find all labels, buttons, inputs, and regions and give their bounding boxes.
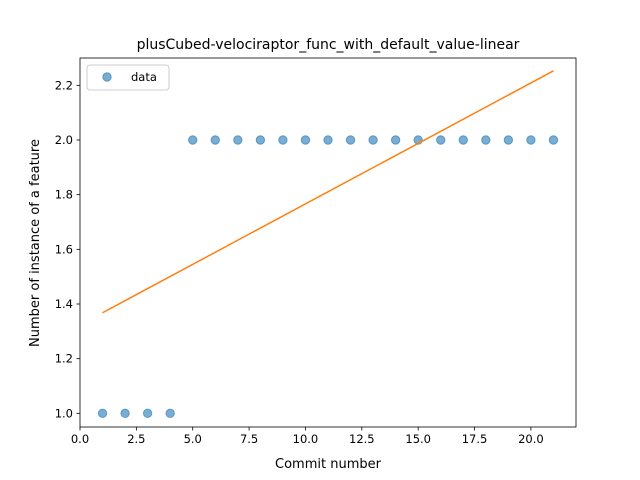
legend-marker: [102, 72, 112, 82]
legend: data: [86, 64, 170, 91]
y-tick-label: 2.0: [55, 133, 73, 147]
x-tick-label: 7.5: [240, 432, 258, 446]
data-point: [165, 408, 175, 419]
data-point: [142, 408, 153, 419]
x-tick-label: 0.0: [71, 432, 89, 446]
data-point: [188, 135, 198, 145]
x-tick-label: 2.5: [127, 432, 145, 446]
x-tick-label: 10.0: [293, 432, 319, 446]
data-point: [323, 135, 333, 145]
data-point: [503, 135, 514, 145]
data-point: [436, 135, 446, 145]
data-point: [255, 135, 266, 145]
x-axis-label: Commit number: [275, 457, 382, 472]
data-point: [97, 408, 108, 419]
y-axis-ticks: 1.0 1.2 1.4 1.6 1.8 2.0 2.2: [55, 78, 80, 420]
data-point: [278, 135, 288, 145]
plot-area: [79, 57, 577, 428]
x-tick-label: 15.0: [405, 432, 431, 446]
data-point: [548, 135, 559, 145]
y-tick-label: 2.2: [55, 78, 73, 92]
y-tick-label: 1.8: [55, 188, 73, 202]
fit-line: [102, 70, 554, 314]
data-point: [233, 135, 243, 145]
data-point: [481, 135, 491, 145]
y-tick-label: 1.2: [55, 352, 73, 366]
y-tick-label: 1.6: [55, 242, 73, 256]
data-point: [120, 408, 130, 419]
legend-box: [86, 64, 170, 91]
data-point: [300, 135, 311, 145]
data-point: [345, 135, 356, 145]
x-axis-ticks: 0.0 2.5 5.0 7.5 10.0 12.5 15.0 17.5 20.0: [71, 427, 544, 446]
x-tick-label: 20.0: [518, 432, 544, 446]
data-point: [210, 135, 220, 145]
x-tick-label: 17.5: [462, 432, 488, 446]
data-point: [526, 135, 536, 145]
data-point: [390, 135, 401, 145]
chart-title: plusCubed-velociraptor_func_with_default…: [137, 37, 520, 53]
x-tick-label: 12.5: [349, 432, 375, 446]
data-point: [458, 135, 468, 145]
y-tick-label: 1.4: [55, 297, 73, 311]
legend-label: data: [131, 70, 157, 84]
x-tick-label: 5.0: [184, 432, 202, 446]
axes-frame: [79, 57, 577, 428]
y-tick-label: 1.0: [55, 406, 73, 420]
y-axis-label: Number of instance of a feature: [28, 139, 43, 347]
data-point: [368, 135, 378, 145]
